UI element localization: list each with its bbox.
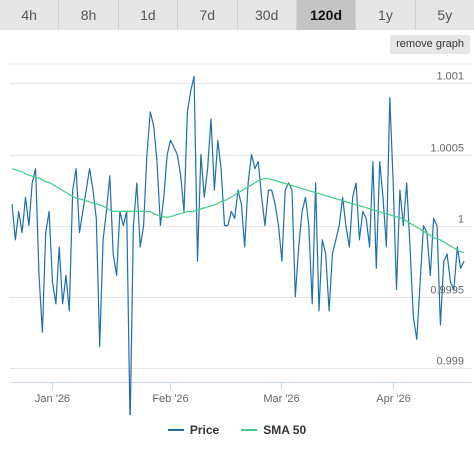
y-tick-label: 1.001 [436, 71, 464, 83]
series-line-sma-50 [11, 168, 465, 254]
legend-label-sma: SMA 50 [263, 423, 307, 437]
chart-gridlines [10, 63, 472, 369]
legend-label-price: Price [189, 423, 220, 437]
tab-8h[interactable]: 8h [59, 0, 119, 30]
tab-5y[interactable]: 5y [437, 7, 453, 23]
y-tick-label: 0.999 [436, 356, 464, 368]
y-tick-label: 0.9995 [430, 285, 464, 297]
series-line-price [11, 75, 465, 415]
x-tick-label: Apr '26 [376, 393, 411, 405]
chart-legend: Price SMA 50 [0, 420, 474, 440]
tab-4h[interactable]: 4h [0, 0, 60, 30]
remove-graph-button[interactable]: remove graph [390, 35, 470, 54]
y-tick-label: 1 [458, 214, 464, 226]
legend-swatch-price [167, 429, 184, 431]
tab-7d[interactable]: 7d [178, 0, 238, 30]
x-axis: Jan '26 Feb '26 Mar '26 Apr '26 [10, 382, 472, 405]
x-tick-label: Mar '26 [263, 393, 299, 405]
time-range-tabs: 4h 8h 1d 7d 30d 120d 1y 5y [0, 0, 474, 30]
tab-1y[interactable]: 1y [356, 0, 416, 30]
y-tick-label: 1.0005 [430, 143, 464, 155]
tab-1d[interactable]: 1d [119, 0, 179, 30]
legend-item-price[interactable]: Price [167, 423, 220, 437]
legend-item-sma[interactable]: SMA 50 [241, 423, 306, 437]
x-tick-label: Jan '26 [35, 393, 70, 405]
chart-series [11, 75, 465, 415]
y-axis-labels: 1.001 1.0005 1 0.9995 0.999 [430, 71, 464, 368]
tab-120d[interactable]: 120d [296, 0, 357, 30]
price-chart: 1.001 1.0005 1 0.9995 0.999 Jan '26 Feb '26 Ma… [10, 63, 472, 415]
legend-swatch-sma [241, 429, 258, 431]
x-tick-label: Feb '26 [152, 393, 188, 405]
tab-30d[interactable]: 30d [238, 0, 297, 30]
